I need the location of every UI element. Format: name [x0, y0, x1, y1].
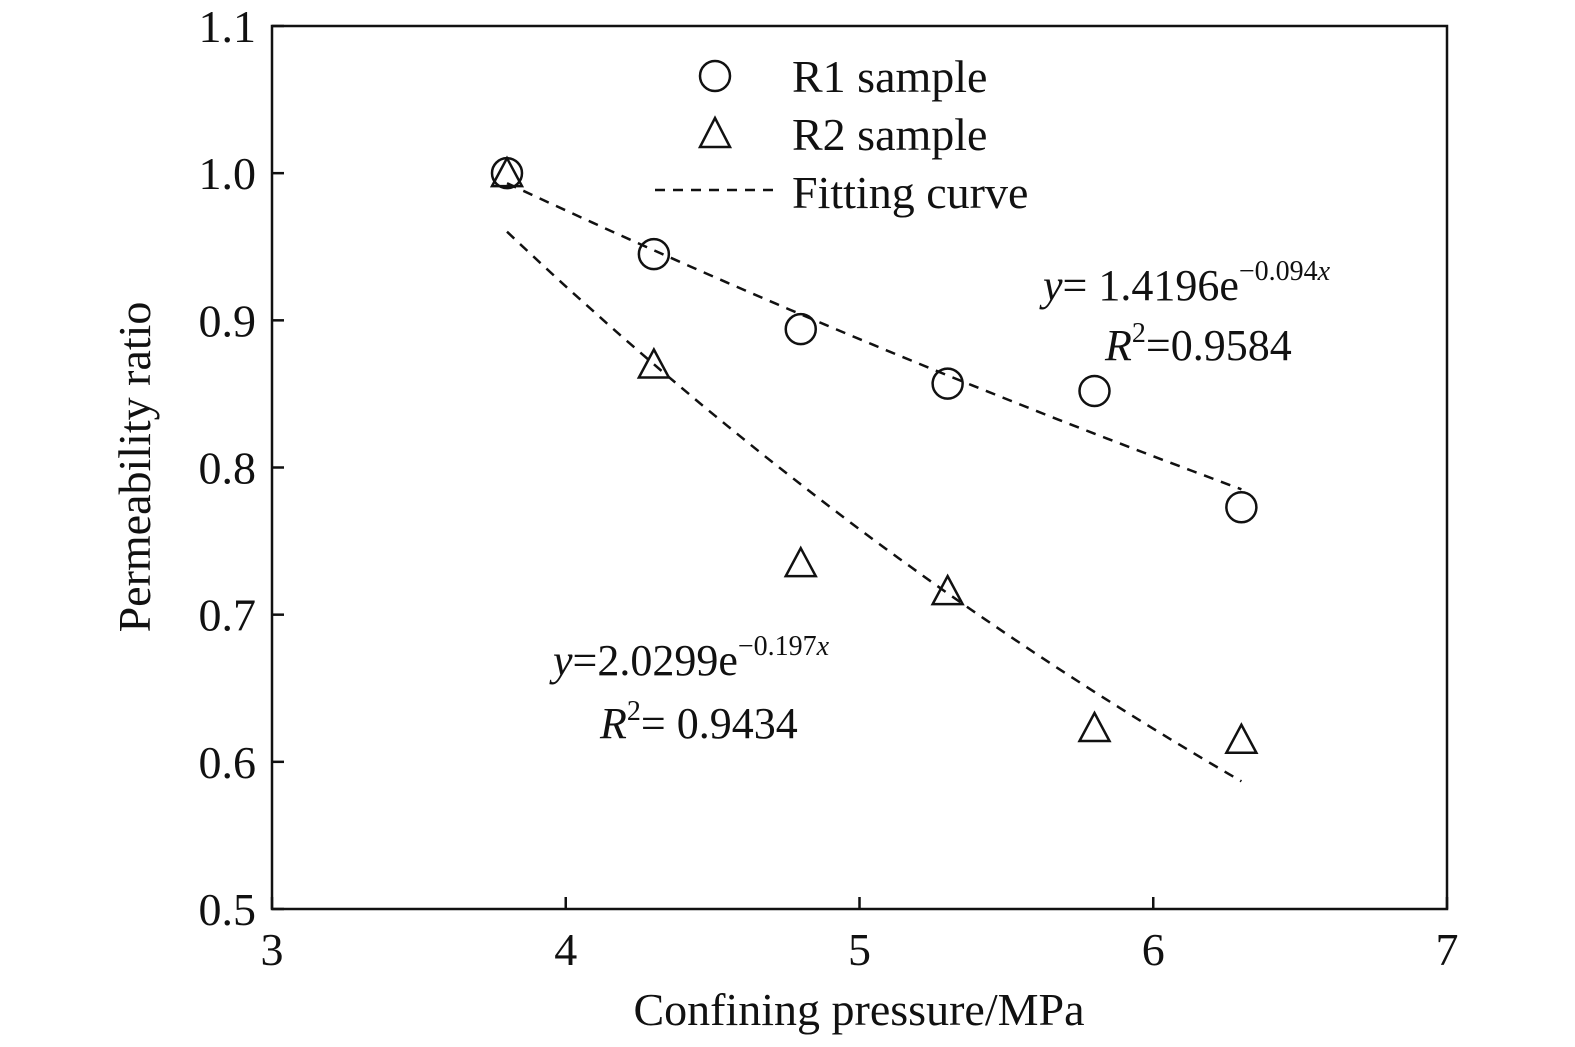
legend-label-fit: Fitting curve — [792, 167, 1028, 218]
y-axis: 0.5 0.6 0.7 0.8 0.9 1.0 1.1 — [199, 1, 284, 935]
svg-text:y=2.0299e−0.197x: y=2.0299e−0.197x — [549, 631, 830, 685]
r1-point — [1225, 490, 1258, 524]
r2-point — [489, 155, 525, 188]
legend-label-r1: R1 sample — [792, 51, 987, 102]
r1-point — [931, 367, 964, 400]
r1-point — [1078, 374, 1111, 408]
y-tick-label: 0.5 — [199, 884, 257, 935]
x-tick-label: 6 — [1142, 924, 1165, 975]
r1-point — [784, 312, 817, 346]
y-tick-label: 0.9 — [199, 295, 257, 346]
y-tick-label: 1.0 — [199, 148, 257, 199]
y-tick-label: 0.6 — [199, 737, 257, 788]
x-tick-label: 3 — [261, 924, 284, 975]
r2-fit-equation: y=2.0299e−0.197x R2= 0.9434 — [549, 631, 830, 748]
eq-y-var: y — [1039, 261, 1063, 310]
eq-y-var: y — [549, 636, 573, 685]
r2-point — [1077, 710, 1112, 743]
svg-text:R2= 0.9434: R2= 0.9434 — [599, 696, 798, 748]
y-tick-label: 0.7 — [199, 590, 257, 641]
r1-point — [637, 237, 671, 271]
eq-exponent: −0.094 — [1239, 256, 1318, 287]
eq-rhs: = 1.4196e — [1063, 261, 1239, 310]
legend: R1 sample R2 sample Fitting curve — [655, 51, 1028, 218]
r1-fit-equation: y= 1.4196e−0.094x R2=0.9584 — [1039, 256, 1331, 370]
legend-label-r2: R2 sample — [792, 109, 987, 160]
eq-exponent-var: x — [816, 631, 830, 662]
fitting-curves — [506, 182, 1243, 783]
r2-point — [636, 346, 671, 379]
r2-value: =0.9584 — [1146, 321, 1292, 370]
svg-text:y= 1.4196e−0.094x: y= 1.4196e−0.094x — [1039, 256, 1331, 310]
y-tick-label: 0.8 — [199, 443, 257, 494]
svg-text:R2=0.9584: R2=0.9584 — [1104, 318, 1292, 370]
r2-sup: 2 — [1132, 318, 1146, 349]
fit-curve — [506, 230, 1243, 783]
y-tick-label: 1.1 — [199, 1, 257, 52]
data-points — [489, 155, 1259, 755]
legend-circle-marker — [698, 59, 732, 93]
x-axis-title: Confining pressure/MPa — [633, 984, 1084, 1035]
r2-label: R — [1104, 321, 1132, 370]
r2-label: R — [599, 699, 627, 748]
r2-sup: 2 — [627, 696, 641, 727]
x-tick-label: 4 — [554, 924, 577, 975]
eq-exponent-var: x — [1317, 256, 1331, 287]
fit-curve — [506, 182, 1242, 491]
x-axis: 3 4 5 6 7 — [261, 897, 1459, 975]
y-axis-title: Permeability ratio — [109, 302, 160, 633]
x-tick-label: 5 — [848, 924, 871, 975]
r2-point — [1224, 722, 1259, 755]
eq-rhs: =2.0299e — [573, 636, 738, 685]
r2-point — [930, 573, 965, 606]
eq-exponent: −0.197 — [738, 631, 817, 662]
legend-triangle-marker — [697, 115, 733, 149]
r2-point — [783, 545, 818, 578]
r2-value: = 0.9434 — [641, 699, 798, 748]
x-tick-label: 7 — [1436, 924, 1459, 975]
